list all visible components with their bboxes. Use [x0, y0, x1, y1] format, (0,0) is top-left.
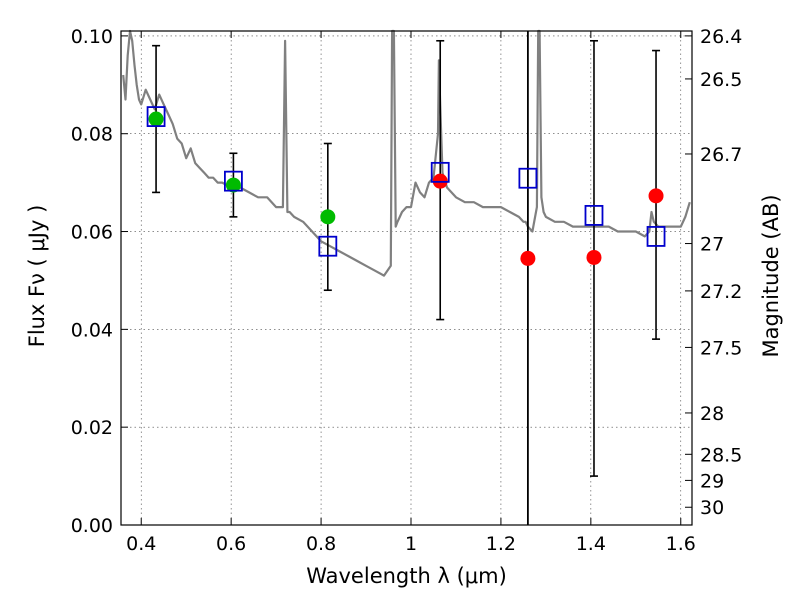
data-markers — [146, 106, 666, 266]
mag-tick-label: 26.7 — [700, 144, 742, 166]
square-point — [584, 204, 604, 226]
x-tick-label: 1 — [405, 533, 417, 555]
square-point — [224, 170, 243, 192]
square-point — [318, 235, 338, 257]
y-tick-label: 0.08 — [71, 124, 113, 146]
x-tick-label: 1.6 — [666, 533, 696, 555]
axis-ticks: 0.4 0.6 0.8 1 1.2 1.4 1.6 0.00 0.02 0.04 0.06 0.08 0… — [71, 26, 743, 555]
circle-point — [320, 209, 336, 225]
mag-tick-label: 28.5 — [700, 444, 742, 466]
square-point — [146, 106, 166, 127]
x-axis-label: Wavelength λ (μm) — [306, 564, 507, 588]
mag-tick-label: 26.5 — [700, 69, 742, 91]
circle-point — [148, 111, 164, 127]
circle-point — [520, 250, 536, 266]
circle-point — [648, 188, 664, 204]
y-axis-label: Flux Fν ( μJy ) — [25, 205, 49, 348]
y-tick-label: 0.04 — [71, 319, 113, 341]
y-tick-label: 0.00 — [71, 515, 113, 537]
x-tick-label: 1.4 — [576, 533, 606, 555]
y-tick-label: 0.06 — [71, 222, 113, 244]
spectrum-line — [122, 29, 691, 277]
square-point — [646, 226, 666, 247]
mag-tick-label: 27.5 — [700, 337, 742, 359]
y-tick-label: 0.02 — [71, 417, 113, 439]
mag-tick-label: 29 — [700, 470, 724, 492]
mag-tick-label: 30 — [700, 497, 724, 519]
mag-tick-label: 27.2 — [700, 281, 742, 303]
square-point — [430, 161, 450, 183]
y-tick-label: 0.10 — [71, 26, 113, 48]
circle-point — [225, 177, 241, 193]
mag-tick-label: 28 — [700, 403, 724, 425]
error-bars — [152, 39, 661, 477]
mag-tick-label: 27 — [700, 234, 724, 256]
grid-lines — [121, 31, 692, 525]
x-tick-label: 0.4 — [126, 533, 156, 555]
square-point — [518, 167, 538, 189]
x-tick-label: 0.6 — [216, 533, 246, 555]
circle-point — [586, 249, 602, 265]
y2-axis-label: Magnitude (AB) — [759, 194, 783, 357]
x-tick-label: 1.2 — [486, 533, 516, 555]
x-tick-label: 0.8 — [306, 533, 336, 555]
mag-tick-label: 26.4 — [700, 26, 742, 48]
spectrum-polyline — [122, 29, 691, 277]
plot-frame — [120, 30, 693, 526]
